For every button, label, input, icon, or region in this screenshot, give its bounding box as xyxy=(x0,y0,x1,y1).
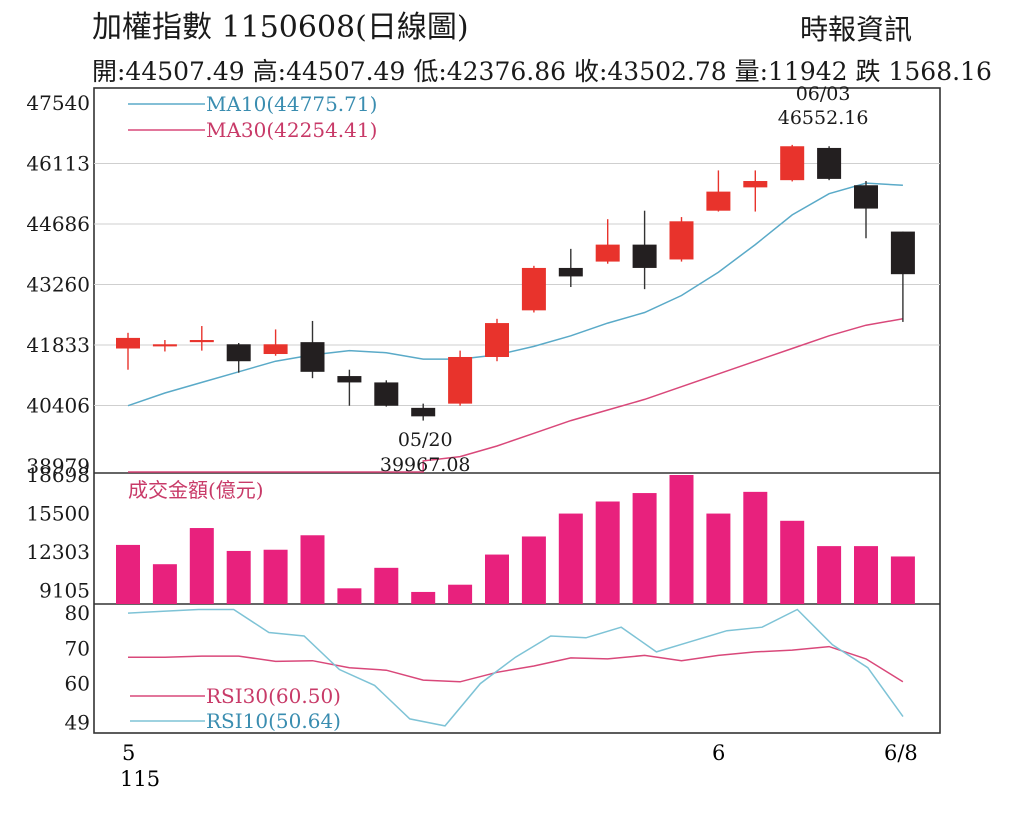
candle-body xyxy=(706,191,731,211)
volume-bars xyxy=(116,475,915,604)
price-tick-label: 46113 xyxy=(26,152,90,176)
candle-body xyxy=(116,337,140,349)
candlesticks xyxy=(116,144,915,421)
low-annotation-date: 05/20 xyxy=(398,429,453,451)
candle-body xyxy=(411,407,436,417)
volume-bar xyxy=(558,513,583,604)
chart-frame xyxy=(93,87,941,734)
rsi10-line xyxy=(127,608,904,727)
volume-bar xyxy=(890,556,915,604)
rsi-lines xyxy=(127,608,904,727)
price-tick-label: 41833 xyxy=(26,333,90,357)
candle-body xyxy=(521,267,546,311)
price-tick-label: 44686 xyxy=(26,212,90,236)
rsi30-line xyxy=(128,645,904,683)
rsi-tick-label: 60 xyxy=(65,672,90,696)
x-label-month-5: 5 xyxy=(122,741,135,765)
volume-bar xyxy=(780,520,805,604)
volume-bar xyxy=(337,588,362,604)
candle-body xyxy=(152,344,177,347)
volume-bar xyxy=(411,591,436,604)
ma30-line xyxy=(128,318,904,473)
volume-bar xyxy=(743,491,768,604)
candle-body xyxy=(485,323,509,357)
moving-averages xyxy=(127,182,904,473)
x-axis: 5 115 6 6/8 xyxy=(120,741,918,791)
price-tick-label: 40406 xyxy=(26,393,90,417)
rsi-tick-label: 49 xyxy=(65,710,90,734)
price-stats: 開:44507.49 高:44507.49 低:42376.86 收:43502… xyxy=(92,57,992,86)
price-tick-label: 43260 xyxy=(26,272,90,296)
volume-bar xyxy=(374,567,399,604)
ma-legend: MA10(44775.71) MA30(42254.41) xyxy=(128,92,377,142)
low-annotation-value: 39967.08 xyxy=(380,454,471,476)
candle-body xyxy=(854,185,878,209)
rsi-legend: RSI30(60.50) RSI10(50.64) xyxy=(130,684,341,733)
candle-body xyxy=(300,342,325,372)
candle-body xyxy=(817,147,842,179)
candle-body xyxy=(632,244,657,268)
source-label: 時報資訊 xyxy=(800,13,913,46)
volume-panel-title: 成交金額(億元) xyxy=(128,478,264,502)
volume-tick-label: 12303 xyxy=(26,540,90,564)
ma30-legend-label: MA30(42254.41) xyxy=(206,118,377,142)
volume-bar xyxy=(817,546,842,604)
chart-title: 加權指數 1150608(日線圖) xyxy=(92,10,469,45)
grid-lines xyxy=(94,163,940,406)
y-axis-ticks: 47540 46113 44686 43260 41833 40406 3897918698… xyxy=(26,91,90,734)
volume-bar xyxy=(189,528,214,604)
candle-body xyxy=(448,356,473,404)
volume-bar xyxy=(263,549,288,604)
x-label-month-6: 6 xyxy=(712,741,725,765)
volume-tick-label: 15500 xyxy=(26,502,90,526)
volume-bar xyxy=(632,493,657,604)
high-annotation-date: 06/03 xyxy=(796,83,851,105)
candle-body xyxy=(226,344,251,362)
volume-bar xyxy=(226,550,251,604)
candle-body xyxy=(743,181,768,188)
volume-bar xyxy=(669,475,694,604)
rsi-tick-label: 70 xyxy=(65,636,90,660)
volume-bar xyxy=(706,513,731,604)
volume-bar xyxy=(485,554,509,604)
candle-body xyxy=(890,231,915,275)
price-tick-label: 47540 xyxy=(26,91,90,115)
candle-body xyxy=(780,146,805,181)
rsi10-legend-label: RSI10(50.64) xyxy=(206,709,341,733)
volume-bar xyxy=(448,584,473,604)
high-annotation-value: 46552.16 xyxy=(778,107,869,129)
price-tick-label: 38979 xyxy=(26,454,90,478)
x-label-year: 115 xyxy=(120,767,160,791)
volume-bar xyxy=(300,535,325,604)
rsi30-legend-label: RSI30(60.50) xyxy=(206,684,341,708)
ma10-legend-label: MA10(44775.71) xyxy=(206,92,377,116)
volume-tick-label: 18698 xyxy=(26,463,90,487)
volume-bar xyxy=(521,536,546,604)
candle-body xyxy=(337,376,362,383)
volume-tick-label: 9105 xyxy=(39,579,90,603)
candle-body xyxy=(558,267,583,277)
volume-bar xyxy=(152,564,177,604)
candle-body xyxy=(189,340,214,343)
candle-body xyxy=(263,344,288,355)
rsi-tick-label: 80 xyxy=(65,601,90,625)
candle-body xyxy=(595,244,620,262)
x-label-last-date: 6/8 xyxy=(884,741,918,765)
ma10-line xyxy=(127,182,903,407)
volume-bar xyxy=(854,546,878,604)
volume-bar xyxy=(595,501,620,604)
candle-body xyxy=(374,382,399,406)
candle-body xyxy=(669,221,694,260)
volume-bar xyxy=(116,544,140,604)
